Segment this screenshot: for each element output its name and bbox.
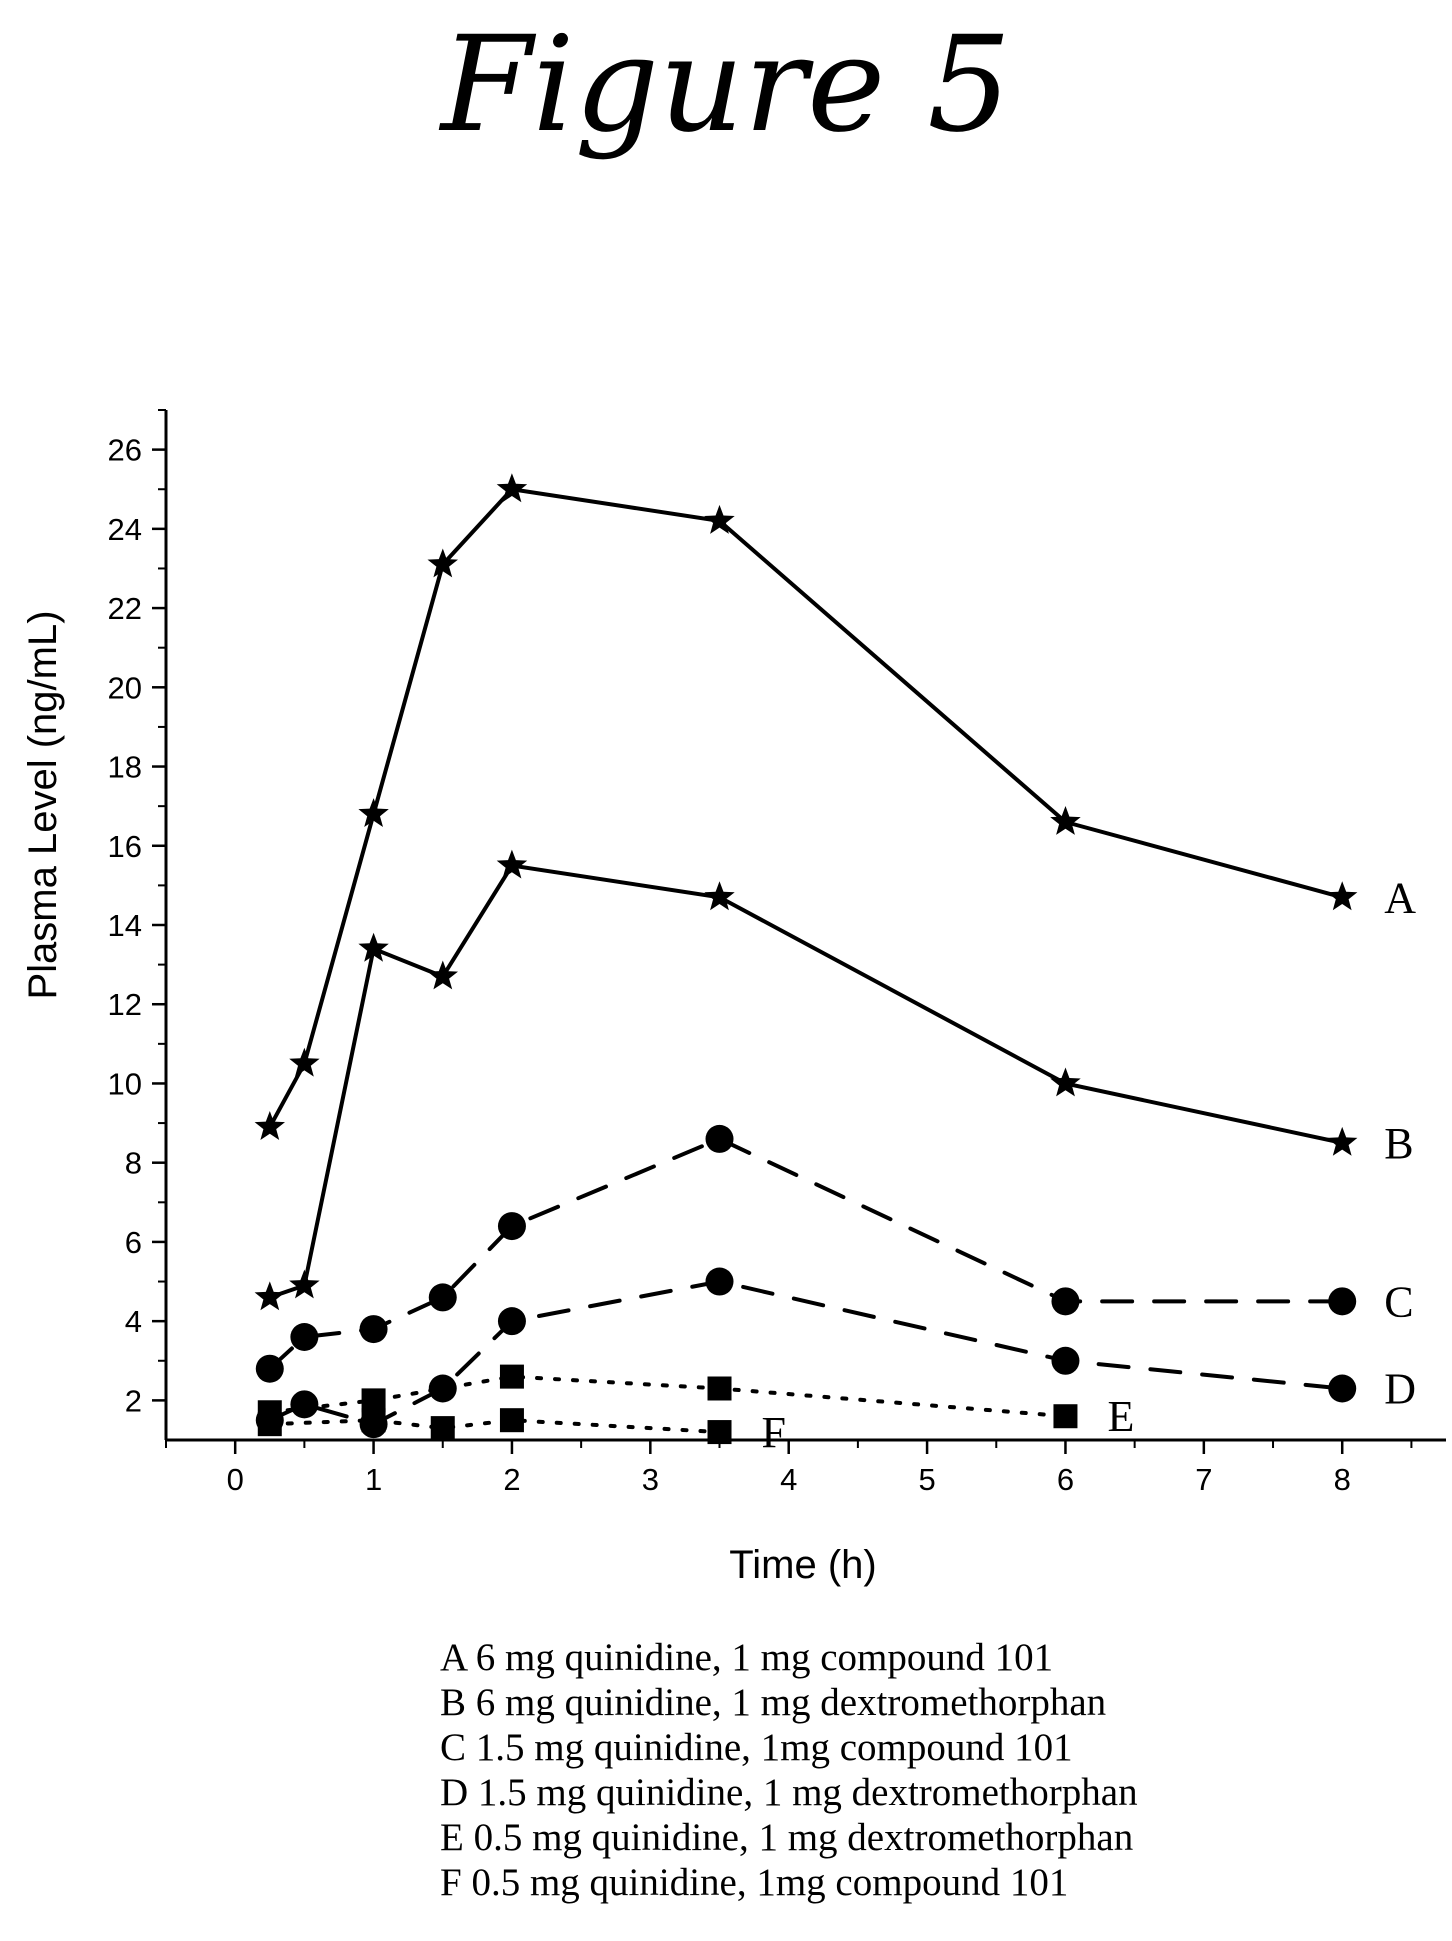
data-point-star bbox=[1050, 1067, 1081, 1097]
data-point-circle bbox=[290, 1323, 319, 1351]
data-point-square bbox=[430, 1416, 455, 1441]
y-tick-label: 22 bbox=[108, 591, 142, 626]
x-tick-label: 0 bbox=[227, 1462, 244, 1497]
x-tick-label: 6 bbox=[1057, 1462, 1074, 1497]
data-point-circle bbox=[705, 1124, 734, 1153]
x-tick-label: 5 bbox=[918, 1462, 935, 1497]
x-axis-label: Time (h) bbox=[729, 1543, 876, 1587]
data-point-star bbox=[704, 504, 735, 534]
series-line-F bbox=[267, 1418, 722, 1435]
data-point-square bbox=[1053, 1404, 1078, 1429]
series-F: F bbox=[257, 1408, 786, 1457]
x-tick-label: 2 bbox=[503, 1462, 520, 1497]
data-point-star bbox=[358, 798, 389, 827]
data-point-circle bbox=[1051, 1287, 1080, 1316]
y-axis-label: Plasma Level (ng/mL) bbox=[21, 610, 65, 999]
series-end-label: C bbox=[1384, 1277, 1413, 1326]
figure-title: Figure 5 bbox=[440, 8, 1012, 162]
data-point-square bbox=[361, 1408, 386, 1433]
y-tick-label: 18 bbox=[108, 750, 142, 785]
series-end-label: B bbox=[1384, 1119, 1413, 1168]
y-tick-label: 26 bbox=[108, 433, 142, 468]
y-tick-label: 16 bbox=[108, 829, 142, 864]
data-point-circle bbox=[255, 1354, 284, 1383]
x-tick-label: 8 bbox=[1334, 1462, 1351, 1497]
series-line-E bbox=[267, 1374, 1068, 1419]
data-point-circle bbox=[497, 1307, 526, 1336]
x-tick-label: 7 bbox=[1195, 1462, 1212, 1497]
data-point-circle bbox=[359, 1315, 388, 1344]
data-point-circle bbox=[497, 1212, 526, 1241]
data-point-circle bbox=[290, 1390, 319, 1419]
y-tick-label: 24 bbox=[108, 512, 142, 547]
y-tick-label: 4 bbox=[125, 1304, 142, 1339]
series-end-label: A bbox=[1384, 873, 1416, 922]
y-tick-label: 2 bbox=[125, 1383, 142, 1418]
series-A: A bbox=[254, 473, 1416, 1140]
data-point-star bbox=[1327, 881, 1358, 911]
series-end-label: D bbox=[1384, 1365, 1416, 1414]
data-point-square bbox=[257, 1412, 282, 1437]
series-end-label: E bbox=[1107, 1392, 1134, 1441]
data-point-star bbox=[1327, 1126, 1358, 1156]
data-point-square bbox=[707, 1420, 732, 1445]
legend-entry: D 1.5 mg quinidine, 1 mg dextromethorpha… bbox=[440, 1771, 1138, 1814]
data-point-square bbox=[499, 1364, 524, 1389]
y-tick-label: 6 bbox=[125, 1225, 142, 1260]
series-C: C bbox=[255, 1124, 1414, 1383]
data-point-star bbox=[496, 849, 528, 879]
legend: A 6 mg quinidine, 1 mg compound 101 B 6 m… bbox=[440, 1635, 1138, 1905]
data-point-star bbox=[289, 1269, 320, 1299]
data-point-square bbox=[707, 1376, 732, 1401]
legend-entry: B 6 mg quinidine, 1 mg dextromethorphan bbox=[440, 1681, 1107, 1724]
y-tick-label: 10 bbox=[108, 1066, 142, 1101]
data-point-circle bbox=[428, 1283, 457, 1312]
data-point-circle bbox=[1051, 1346, 1080, 1375]
data-point-star bbox=[358, 932, 389, 962]
data-point-star bbox=[254, 1111, 285, 1140]
data-point-star bbox=[1050, 806, 1081, 835]
data-point-star bbox=[427, 548, 458, 578]
data-point-star bbox=[496, 473, 528, 503]
series-E: E bbox=[257, 1364, 1134, 1441]
series-end-label: F bbox=[762, 1408, 786, 1457]
legend-entry: A 6 mg quinidine, 1 mg compound 101 bbox=[440, 1636, 1054, 1679]
x-tick-label: 1 bbox=[365, 1462, 382, 1497]
legend-entry: C 1.5 mg quinidine, 1mg compound 101 bbox=[440, 1726, 1073, 1769]
data-point-star bbox=[704, 881, 735, 911]
y-tick-label: 12 bbox=[108, 987, 142, 1022]
data-point-circle bbox=[1328, 1374, 1357, 1403]
data-point-star bbox=[254, 1281, 285, 1311]
y-tick-label: 14 bbox=[108, 908, 142, 943]
data-point-circle bbox=[428, 1374, 457, 1403]
data-point-star bbox=[427, 960, 458, 990]
y-tick-label: 8 bbox=[125, 1146, 142, 1181]
series-line-C bbox=[267, 1136, 1345, 1371]
series-B: B bbox=[254, 849, 1414, 1311]
data-point-circle bbox=[705, 1267, 734, 1296]
x-tick-label: 4 bbox=[780, 1462, 797, 1497]
legend-entry: E 0.5 mg quinidine, 1 mg dextromethorpha… bbox=[440, 1816, 1134, 1859]
data-point-square bbox=[499, 1408, 524, 1433]
y-tick-label: 20 bbox=[108, 670, 142, 705]
series-line-B bbox=[267, 863, 1345, 1300]
legend-entry: F 0.5 mg quinidine, 1mg compound 101 bbox=[440, 1861, 1069, 1904]
data-point-star bbox=[289, 1047, 320, 1077]
x-tick-label: 3 bbox=[642, 1462, 659, 1497]
series-layer: A B CD E F bbox=[254, 473, 1416, 1457]
data-point-circle bbox=[1328, 1287, 1357, 1316]
series-line-A bbox=[267, 487, 1345, 1130]
